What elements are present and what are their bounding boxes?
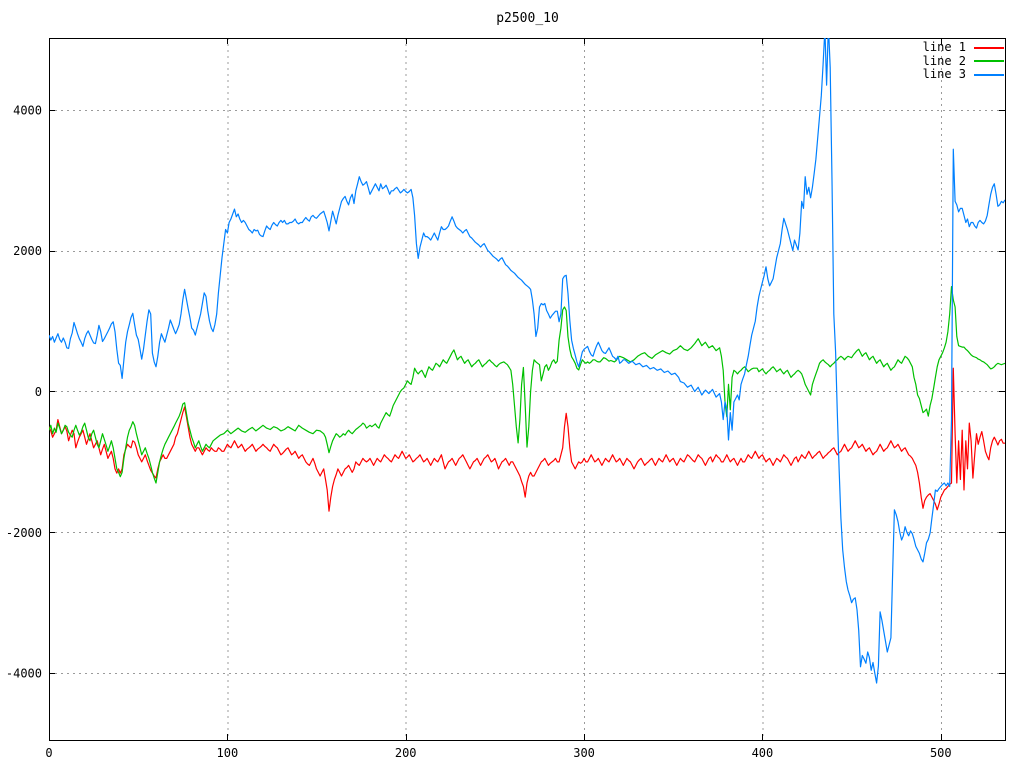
legend-line-sample-2 xyxy=(974,60,1004,63)
y-tick-labels: -4000 -2000 0 2000 4000 xyxy=(6,103,42,680)
svg-text:2000: 2000 xyxy=(13,244,42,258)
svg-text:-4000: -4000 xyxy=(6,667,42,681)
legend-label-line-1: line 1 xyxy=(922,40,966,55)
svg-text:0: 0 xyxy=(45,746,52,760)
svg-text:-2000: -2000 xyxy=(6,526,42,540)
x-tick-labels: 0 100 200 300 400 500 xyxy=(45,746,951,760)
gridlines xyxy=(49,38,1005,740)
series-line-1 xyxy=(49,367,1005,512)
svg-text:0: 0 xyxy=(35,385,42,399)
legend-line-sample-3 xyxy=(974,73,1004,76)
chart-title: p2500_10 xyxy=(496,11,559,26)
series-line-3 xyxy=(49,38,1005,684)
legend-label-line-2: line 2 xyxy=(922,53,966,68)
svg-text:500: 500 xyxy=(930,746,952,760)
legend: line 1 line 2 line 3 xyxy=(923,41,1004,82)
axis-ticks xyxy=(49,38,1005,740)
plot-border xyxy=(49,38,1006,741)
legend-label-line-3: line 3 xyxy=(922,67,966,82)
svg-text:400: 400 xyxy=(752,746,774,760)
svg-text:300: 300 xyxy=(573,746,595,760)
legend-entry-line-3: line 3 xyxy=(923,68,1004,82)
svg-text:200: 200 xyxy=(395,746,417,760)
legend-line-sample-1 xyxy=(974,46,1004,49)
legend-entry-line-1: line 1 xyxy=(923,41,1004,55)
svg-text:4000: 4000 xyxy=(13,103,42,117)
legend-entry-line-2: line 2 xyxy=(922,53,1004,69)
svg-text:100: 100 xyxy=(217,746,239,760)
series-line-2 xyxy=(49,286,1005,484)
